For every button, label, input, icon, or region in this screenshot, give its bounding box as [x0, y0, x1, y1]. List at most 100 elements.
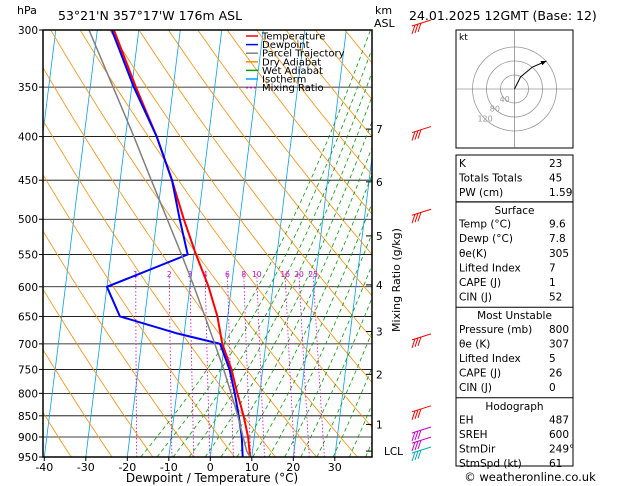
legend-label: Wet Adiabat	[262, 66, 323, 77]
dry-adiabat-line	[168, 30, 372, 297]
mixing-ratio-axis-label: Mixing Ratio (g/kg)	[390, 228, 403, 332]
table-row-value: 1	[549, 277, 556, 289]
table-row-value: 26	[549, 368, 563, 380]
wind-barb-feather	[414, 440, 419, 451]
pressure-tick-label: 750	[18, 364, 38, 376]
dry-adiabat-line	[79, 30, 372, 428]
pressure-tick-label: 350	[18, 82, 38, 94]
wind-barb-feather	[411, 131, 416, 141]
isotherm-line	[334, 154, 372, 457]
asl-unit-label: ASL	[374, 17, 396, 30]
legend-label: Temperature	[261, 32, 325, 43]
wind-barb-shaft	[411, 426, 432, 434]
height-km-label: 4	[376, 280, 383, 292]
dry-adiabat-line	[43, 119, 276, 457]
indices-tables: K 23 Totals Totals 45 PW (cm) 1.59 Surface Temp…	[455, 154, 574, 470]
wind-barb-feather	[411, 338, 416, 349]
wind-barb-feather	[417, 22, 422, 33]
mixing-ratio-label: 6	[225, 270, 230, 279]
dry-adiabat-line	[197, 30, 372, 255]
datetime-label: 24.01.2025 12GMT (Base: 12)	[409, 8, 597, 23]
x-axis-label: Dewpoint / Temperature (°C)	[126, 471, 298, 485]
x-tick-label: -20	[118, 461, 136, 474]
wet-adiabat-line	[300, 296, 372, 457]
table-row-label: Lifted Index	[459, 262, 521, 274]
table-row-label: θe(K)	[459, 248, 487, 260]
table-row-label: CIN (J)	[459, 292, 492, 304]
x-tick-label: -10	[160, 461, 178, 474]
mixing-ratio-line	[298, 274, 310, 457]
height-km-label: 7	[376, 124, 383, 136]
pressure-tick-label: 900	[18, 432, 38, 444]
table-row-label: Pressure (mb)	[459, 324, 532, 336]
x-tick-label: 0	[207, 461, 214, 474]
table-row-value: 5	[549, 353, 556, 365]
table-row-value: 9.6	[549, 219, 566, 231]
pressure-tick-label: 600	[18, 282, 38, 294]
isotherm-line	[209, 30, 264, 457]
isotherm-line	[292, 30, 347, 457]
pressure-tick-label: 650	[18, 311, 38, 323]
table-row-value: 800	[549, 324, 569, 336]
legend-label: Isotherm	[262, 75, 306, 86]
grid-lines: 1 2 3 4 6 8 10 16 20 25	[43, 30, 372, 457]
table-row-value: 1.59	[549, 187, 572, 199]
table-title: Most Unstable	[477, 310, 552, 322]
table-row-label: EH	[459, 414, 474, 426]
legend-label: Parcel Trajectory	[262, 49, 345, 60]
height-km-label: 1	[376, 419, 383, 431]
wet-adiabat-line	[236, 173, 372, 457]
wet-adiabat-line	[268, 232, 372, 457]
wet-adiabat-line	[332, 366, 372, 457]
x-tick-label: -40	[35, 461, 53, 474]
wind-barb-feather	[414, 409, 419, 419]
footer-copyright: © weatheronline.co.uk	[464, 470, 596, 484]
pressure-tick-label: 400	[18, 132, 38, 144]
dry-adiabat-line	[43, 348, 113, 457]
table-row-value: 61	[549, 458, 562, 470]
hodograph-ring-label: 120	[477, 114, 492, 123]
profile-curves	[88, 30, 252, 457]
table-row-value: 52	[549, 292, 562, 304]
series-parcel-trajectory	[88, 30, 251, 457]
wet-adiabat-line	[156, 47, 372, 457]
wind-barb-feather	[411, 451, 416, 462]
series-dewpoint	[105, 30, 244, 457]
mixing-ratio-label: 8	[241, 270, 246, 279]
wind-barb-feather	[414, 430, 419, 441]
wind-barb-feather	[411, 441, 416, 452]
hodograph-ring-label: 40	[500, 95, 510, 104]
table-row-value: 307	[549, 338, 569, 350]
table-row-value: 600	[549, 429, 569, 441]
wind-barb-feather	[414, 337, 419, 348]
wind-barb-feather	[414, 213, 419, 223]
height-km-label: 6	[376, 177, 383, 189]
table-row-label: θe (K)	[459, 338, 490, 350]
axes: 3003504004505005506006507007508008509009…	[18, 25, 403, 474]
table-row-label: PW (cm)	[459, 187, 503, 199]
mixing-ratio-line	[189, 274, 195, 457]
height-km-label: 3	[376, 326, 383, 338]
table-row-value: 0	[549, 382, 556, 394]
wind-barb-shaft	[411, 405, 432, 413]
isotherm-line	[85, 30, 140, 457]
table-row-label: SREH	[459, 429, 488, 441]
isotherm-line	[43, 30, 57, 137]
table-row-label: CAPE (J)	[459, 277, 501, 289]
wet-adiabat-line	[220, 146, 372, 457]
table-row-label: CAPE (J)	[459, 368, 501, 380]
wet-adiabat-line	[204, 120, 372, 457]
isotherm-line	[168, 30, 223, 457]
hodograph-arrowhead	[540, 61, 547, 66]
legend-label: Mixing Ratio	[262, 83, 324, 94]
hodograph-unit-label: kt	[459, 33, 468, 43]
wind-barb-shaft	[411, 208, 432, 216]
dry-adiabat-line	[43, 173, 236, 457]
table-row-value: 487	[549, 414, 569, 426]
x-tick-label: 20	[286, 461, 300, 474]
mixing-ratio-label: 25	[308, 270, 318, 279]
wet-adiabat-line	[316, 331, 372, 457]
dry-adiabat-line	[109, 30, 372, 383]
